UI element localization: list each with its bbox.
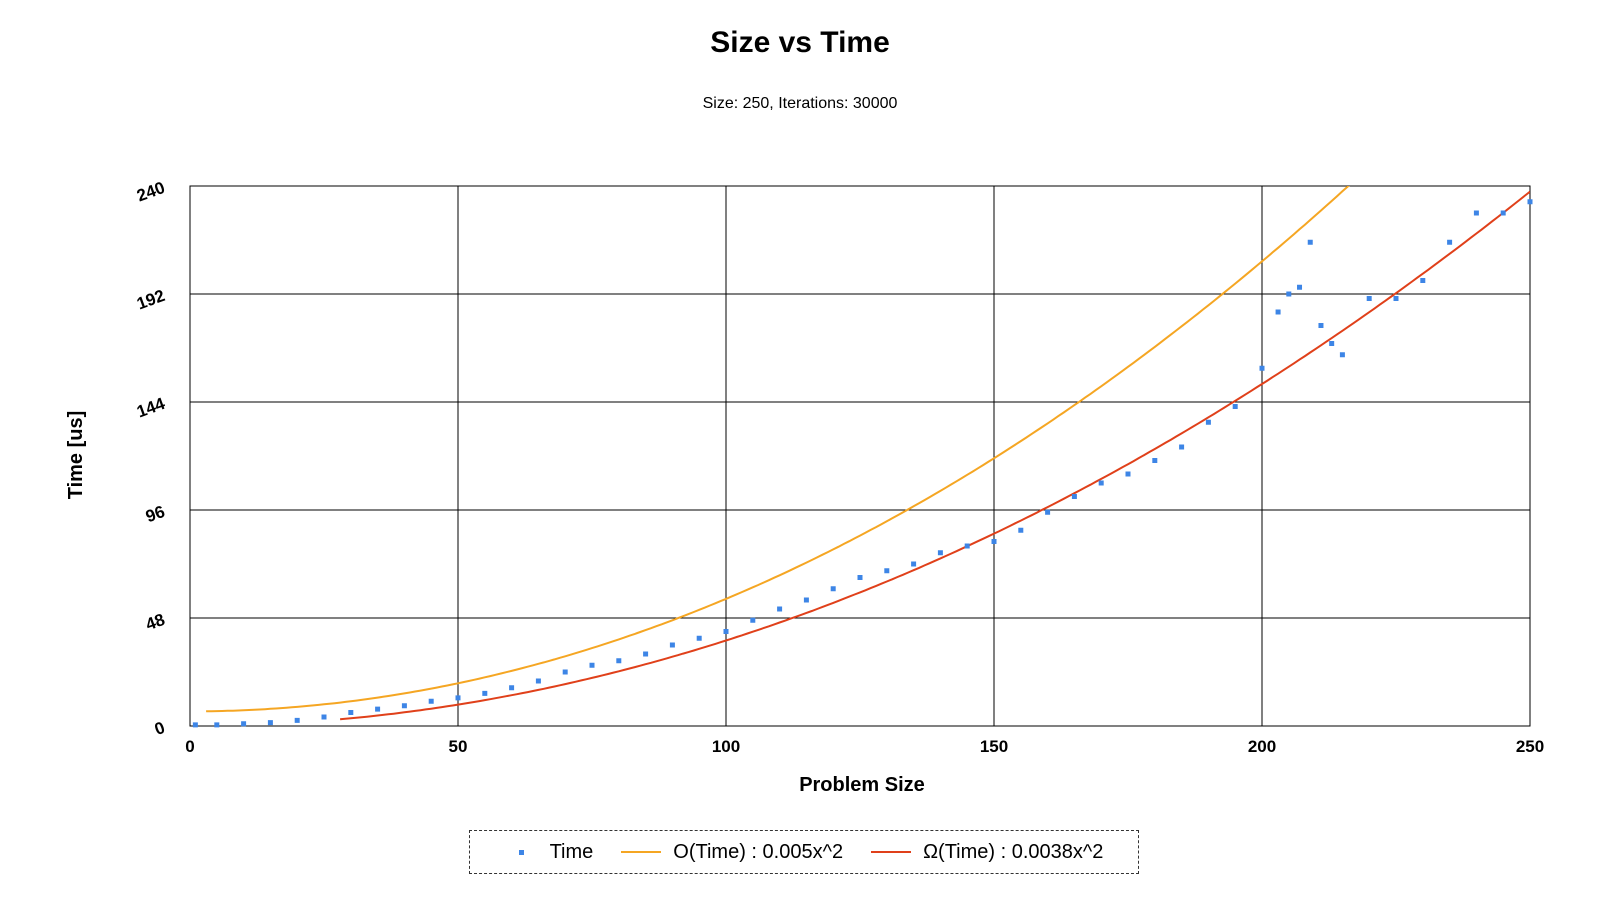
data-point-time — [884, 568, 890, 574]
legend-marker-time — [518, 849, 524, 855]
legend-item-time: Time — [505, 840, 594, 864]
data-point-time — [482, 690, 488, 696]
y-tick-label: 144 — [134, 394, 168, 422]
y-tick-label: 48 — [143, 610, 167, 634]
x-tick-label: 250 — [1516, 737, 1544, 756]
series-group — [192, 186, 1533, 728]
tick-labels: 0 50 100 150 200 250 0 48 96 144 192 240 — [134, 178, 1544, 756]
data-point-time — [241, 721, 247, 727]
data-point-time — [937, 550, 943, 556]
data-point-time — [1098, 480, 1104, 486]
data-point-time — [294, 717, 300, 723]
data-point-time — [535, 678, 541, 684]
series-line-upper-bound — [206, 186, 1350, 713]
data-point-time — [1286, 291, 1292, 297]
data-point-time — [857, 575, 863, 580]
data-point-time — [214, 722, 220, 728]
data-point-time — [1275, 309, 1281, 315]
gridlines — [189, 185, 1531, 727]
data-point-time — [1420, 278, 1426, 283]
data-point-time — [348, 710, 354, 715]
y-tick-label: 96 — [143, 502, 167, 526]
legend-marker-upper-bound — [621, 851, 662, 853]
data-point-time — [911, 561, 917, 567]
data-point-time — [1447, 239, 1453, 245]
data-point-time — [267, 720, 273, 726]
data-point-time — [1259, 365, 1265, 371]
series-line-lower-bound — [340, 190, 1530, 721]
data-point-time — [1018, 527, 1024, 533]
x-axis-label: Problem Size — [799, 774, 925, 796]
data-point-time — [991, 539, 997, 544]
data-point-time — [562, 669, 568, 675]
data-point-time — [643, 651, 649, 657]
data-point-time — [589, 662, 595, 668]
legend-marker-lower-bound — [871, 851, 912, 853]
data-point-time — [1125, 471, 1131, 477]
data-point-time — [455, 695, 461, 701]
data-point-time — [696, 635, 702, 641]
x-tick-label: 50 — [449, 737, 468, 756]
data-point-time — [1205, 419, 1211, 425]
legend-label-upper-bound: O(Time) : 0.005x^2 — [673, 840, 844, 863]
data-point-time — [1527, 199, 1533, 205]
data-point-time — [830, 586, 836, 592]
data-point-time — [777, 606, 783, 612]
data-point-time — [509, 685, 515, 691]
data-point-time — [1393, 296, 1399, 301]
chart-area: 0 50 100 150 200 250 0 48 96 144 192 240 Problem Si… — [65, 178, 1544, 796]
data-point-time — [1179, 444, 1185, 450]
data-point-time — [1297, 284, 1303, 290]
x-tick-label: 0 — [185, 737, 194, 756]
x-tick-label: 100 — [712, 737, 740, 756]
data-point-time — [401, 703, 407, 709]
data-point-time — [750, 617, 756, 623]
data-point-time — [428, 698, 434, 704]
y-tick-label: 240 — [134, 178, 167, 206]
data-point-time — [803, 597, 809, 603]
x-tick-label: 200 — [1248, 737, 1276, 756]
data-point-time — [1366, 296, 1372, 301]
plot-frame — [189, 185, 1531, 727]
data-point-time — [192, 722, 198, 728]
data-point-time — [1329, 341, 1335, 346]
legend-label-time: Time — [549, 840, 594, 863]
data-point-time — [1152, 458, 1158, 463]
legend: Time O(Time) : 0.005x^2 Ω(Time) : 0.0038… — [469, 830, 1139, 874]
data-point-time — [1318, 323, 1324, 328]
data-point-time — [616, 658, 622, 664]
chart-subtitle: Size: 250, Iterations: 30000 — [702, 95, 898, 112]
legend-label-lower-bound: Ω(Time) : 0.0038x^2 — [923, 840, 1104, 863]
data-point-time — [1473, 210, 1479, 216]
legend-item-lower-bound: Ω(Time) : 0.0038x^2 — [871, 841, 1103, 864]
data-point-time — [964, 543, 970, 549]
y-axis-label: Time [us] — [65, 411, 87, 500]
x-tick-label: 150 — [980, 737, 1008, 756]
data-point-time — [1071, 494, 1077, 499]
data-point-time — [1500, 210, 1506, 216]
data-point-time — [723, 629, 729, 634]
data-point-time — [375, 706, 381, 712]
data-point-time — [1307, 239, 1313, 245]
y-tick-label: 192 — [134, 286, 167, 314]
y-tick-label: 0 — [152, 718, 167, 739]
data-point-time — [1045, 509, 1051, 515]
chart-title: Size vs Time — [710, 26, 890, 59]
data-point-time — [1232, 404, 1238, 409]
data-point-time — [321, 714, 327, 720]
legend-item-upper-bound: O(Time) : 0.005x^2 — [621, 841, 843, 864]
data-point-time — [669, 642, 675, 648]
data-point-time — [1339, 352, 1345, 358]
